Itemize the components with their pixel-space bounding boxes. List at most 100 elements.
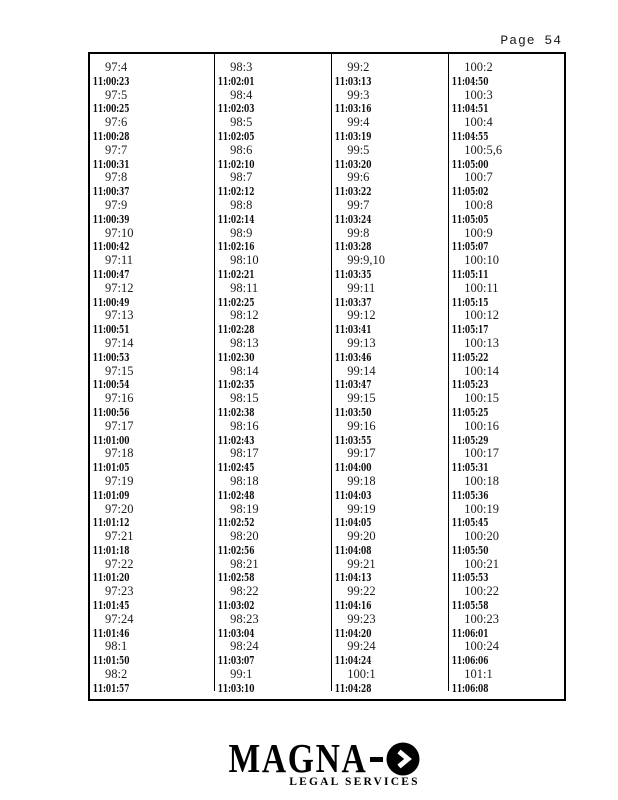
timestamp: 11:04:13 xyxy=(334,571,372,585)
timestamp: 11:05:50 xyxy=(451,543,489,557)
page-line-ref: 98:12 xyxy=(230,308,259,323)
magna-logo-inner: MAGNA LEGAL SERVICES xyxy=(198,735,420,788)
timestamp: 11:03:50 xyxy=(334,405,372,419)
page-line-ref: 98:18 xyxy=(230,473,259,488)
timestamp: 11:05:23 xyxy=(451,378,489,392)
page-line-ref: 98:5 xyxy=(230,115,253,130)
page-line-ref: 99:19 xyxy=(347,501,376,516)
timestamp: 11:03:02 xyxy=(217,599,255,613)
timestamp: 11:05:05 xyxy=(451,212,489,226)
page-line-ref: 98:3 xyxy=(230,60,253,74)
timestamp: 11:00:54 xyxy=(92,378,130,392)
timestamp: 11:04:50 xyxy=(451,74,489,88)
page-line-ref: 99:18 xyxy=(347,473,376,488)
timestamp: 11:03:10 xyxy=(217,681,255,695)
page-line-ref: 99:6 xyxy=(347,170,370,185)
page-line-ref: 99:11 xyxy=(347,280,376,295)
timestamp: 11:02:28 xyxy=(217,323,255,337)
logo-tagline: LEGAL SERVICES xyxy=(289,776,420,788)
page-line-ref: 100:24 xyxy=(464,639,499,654)
page-line-ref: 98:1 xyxy=(105,639,128,654)
page-line-ref: 97:20 xyxy=(105,501,134,516)
timestamp: 11:02:25 xyxy=(217,295,255,309)
page-line-ref: 98:22 xyxy=(230,584,259,599)
timestamp: 11:05:00 xyxy=(451,157,489,171)
timestamp: 11:02:14 xyxy=(217,212,255,226)
timestamp: 11:03:22 xyxy=(334,185,372,199)
logo-brand-text: MAGNA xyxy=(228,735,368,781)
timestamp: 11:02:16 xyxy=(217,240,255,254)
page-line-ref: 97:17 xyxy=(105,418,134,433)
timestamp: 11:06:06 xyxy=(451,654,489,668)
magna-logo-row: MAGNA xyxy=(198,735,420,781)
page-line-ref: 97:21 xyxy=(105,529,134,544)
timestamp: 11:05:11 xyxy=(451,267,489,281)
page-line-ref: 97:18 xyxy=(105,446,134,461)
page-line-ref: 100:16 xyxy=(464,418,499,433)
timestamp: 11:03:41 xyxy=(334,323,372,337)
timestamp: 11:05:17 xyxy=(451,323,489,337)
timestamp: 11:04:51 xyxy=(451,102,489,116)
timestamp: 11:04:03 xyxy=(334,488,372,502)
page-line-ref: 100:7 xyxy=(464,170,493,185)
page-line-ref: 100:18 xyxy=(464,473,499,488)
timestamp: 11:00:51 xyxy=(92,323,130,337)
page-line-ref: 100:2 xyxy=(464,60,493,74)
timestamp: 11:02:05 xyxy=(217,129,255,143)
page-line-ref: 100:9 xyxy=(464,225,493,240)
page-line-ref: 99:7 xyxy=(347,197,370,212)
timestamp: 11:02:56 xyxy=(217,543,255,557)
page-line-ref: 97:19 xyxy=(105,473,134,488)
page-line-ref: 98:20 xyxy=(230,529,259,544)
timestamp: 11:04:05 xyxy=(334,516,372,530)
timestamp: 11:00:23 xyxy=(92,74,130,88)
page-line-ref: 97:8 xyxy=(105,170,128,185)
page-line-ref: 97:6 xyxy=(105,115,128,130)
timestamp: 11:02:43 xyxy=(217,433,255,447)
page-line-ref: 98:9 xyxy=(230,225,253,240)
timestamp: 11:03:07 xyxy=(217,654,255,668)
page-line-ref: 98:10 xyxy=(230,253,259,268)
page-line-ref: 98:6 xyxy=(230,142,253,157)
page-line-ref: 97:12 xyxy=(105,280,134,295)
timestamp: 11:05:25 xyxy=(451,405,489,419)
timestamp: 11:01:18 xyxy=(92,543,130,557)
timestamp: 11:00:31 xyxy=(92,157,130,171)
page-line-ref: 99:4 xyxy=(347,115,370,130)
timestamp: 11:02:35 xyxy=(217,378,255,392)
timestamp: 11:06:08 xyxy=(451,681,489,695)
page-line-ref: 100:14 xyxy=(464,363,499,378)
magna-logo: MAGNA LEGAL SERVICES xyxy=(0,735,618,788)
timestamp: 11:00:28 xyxy=(92,129,130,143)
page-line-ref: 100:1 xyxy=(347,667,376,682)
timestamp: 11:04:16 xyxy=(334,599,372,613)
timestamp: 11:03:16 xyxy=(334,102,372,116)
timestamp: 11:00:53 xyxy=(92,350,130,364)
page-line-ref: 100:19 xyxy=(464,501,499,516)
timestamp: 11:02:12 xyxy=(217,185,255,199)
timestamp: 11:01:09 xyxy=(92,488,130,502)
timestamp: 11:05:02 xyxy=(451,185,489,199)
page-line-ref: 100:23 xyxy=(464,611,499,626)
logo-dash xyxy=(369,756,383,762)
timestamp: 11:00:37 xyxy=(92,185,130,199)
timestamp: 11:04:00 xyxy=(334,461,372,475)
timestamp: 11:01:45 xyxy=(92,599,130,613)
page-line-ref: 97:7 xyxy=(105,142,128,157)
index-column-2: 98:3 11:02:01 98:4 11:02:03 98:5 11:02:05 98:6… xyxy=(215,54,333,699)
timestamp: 11:02:10 xyxy=(217,157,255,171)
timestamp: 11:02:03 xyxy=(217,102,255,116)
timestamp: 11:03:55 xyxy=(334,433,372,447)
page-line-ref: 98:13 xyxy=(230,335,259,350)
timestamp: 11:01:50 xyxy=(92,654,130,668)
timestamp: 11:04:20 xyxy=(334,626,372,640)
timestamp: 11:01:05 xyxy=(92,461,130,475)
page-line-ref: 97:15 xyxy=(105,363,134,378)
timestamp: 11:01:20 xyxy=(92,571,130,585)
page-line-ref: 98:23 xyxy=(230,611,259,626)
page-line-ref: 99:20 xyxy=(347,529,376,544)
page-line-ref: 99:3 xyxy=(347,87,370,102)
page-line-ref: 99:17 xyxy=(347,446,376,461)
page-line-ref: 97:24 xyxy=(105,611,134,626)
timestamp: 11:01:57 xyxy=(92,681,130,695)
